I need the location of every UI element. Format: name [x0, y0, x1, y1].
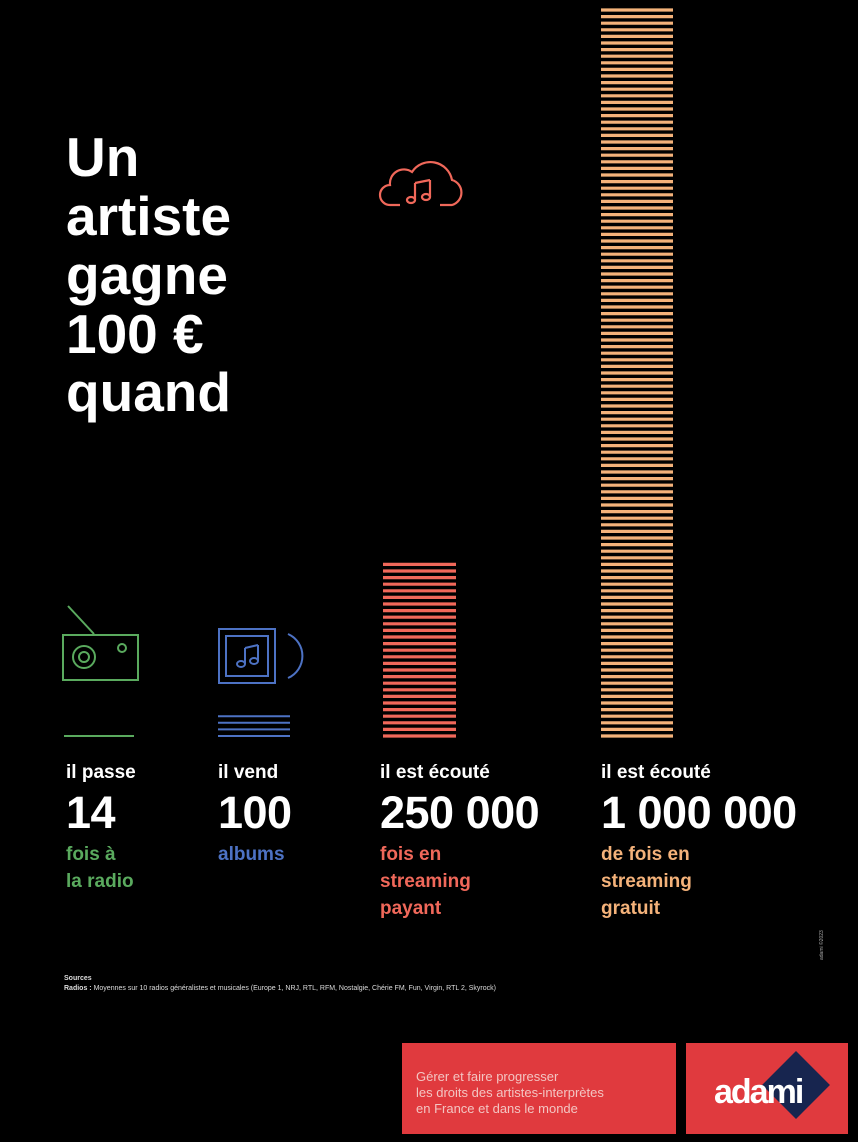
- headline-line: quand: [66, 361, 231, 424]
- column-free-streaming: il est écouté 1 000 000 de fois en strea…: [601, 762, 797, 922]
- footer-tagline-box: Gérer et faire progresser les droits des…: [402, 1043, 676, 1134]
- credit: adami ©2023: [819, 930, 825, 960]
- column-desc: fois à la radio: [66, 844, 134, 892]
- column-number: 14: [66, 787, 116, 838]
- bar-free-streaming: [601, 8, 673, 738]
- sources: Sources Radios : Moyennes sur 10 radios …: [64, 974, 496, 994]
- adami-logo[interactable]: adami: [686, 1043, 848, 1134]
- sources-heading: Sources: [64, 975, 92, 982]
- headline-line: Un: [66, 126, 140, 188]
- logo-text: adami: [714, 1073, 804, 1111]
- column-radio: il passe 14 fois à la radio: [66, 762, 136, 895]
- headline-line: gagne: [66, 243, 228, 306]
- sources-text: Moyennes sur 10 radios généralistes et m…: [93, 985, 496, 992]
- album-icon: [218, 628, 304, 684]
- footer-tagline: Gérer et faire progresser les droits des…: [416, 1069, 604, 1116]
- cloud-music-icon: [378, 160, 463, 207]
- sources-label: Radios :: [64, 985, 92, 992]
- column-desc: fois en streaming payant: [380, 844, 471, 919]
- headline-line: artiste: [66, 184, 232, 247]
- column-verb: il est écouté: [380, 762, 490, 783]
- column-desc: de fois en streaming gratuit: [601, 844, 692, 919]
- bar-albums: [218, 715, 290, 737]
- radio-icon: [62, 605, 139, 681]
- column-verb: il passe: [66, 762, 136, 783]
- column-desc: albums: [218, 844, 285, 865]
- column-verb: il vend: [218, 762, 279, 783]
- column-albums: il vend 100 albums: [218, 762, 292, 868]
- bar-paid-streaming: [383, 562, 456, 738]
- column-verb: il est écouté: [601, 762, 711, 783]
- column-paid-streaming: il est écouté 250 000 fois en streaming …: [380, 762, 540, 922]
- column-number: 1 000 000: [601, 787, 797, 838]
- headline: Un artiste gagne 100 € quand: [66, 128, 231, 422]
- headline-line: 100 €: [66, 302, 204, 365]
- column-number: 250 000: [380, 787, 540, 838]
- column-number: 100: [218, 787, 292, 838]
